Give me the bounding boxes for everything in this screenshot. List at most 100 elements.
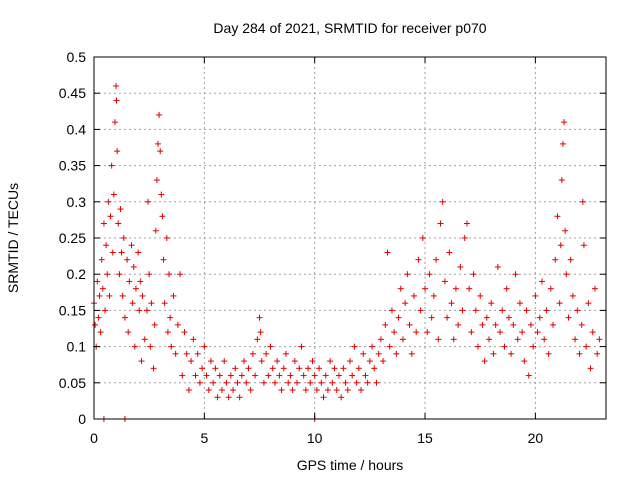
data-point <box>161 300 168 307</box>
data-point <box>514 336 521 343</box>
data-point <box>320 394 327 401</box>
data-point <box>547 285 554 292</box>
data-point <box>289 387 296 394</box>
data-point <box>166 271 173 278</box>
data-point <box>477 292 484 299</box>
data-point <box>552 256 559 263</box>
data-point <box>153 177 160 184</box>
data-point <box>234 379 241 386</box>
data-point <box>221 358 228 365</box>
data-point <box>145 198 152 205</box>
data-point <box>335 372 342 379</box>
data-point <box>159 213 166 220</box>
data-point <box>411 292 417 299</box>
data-point <box>300 372 307 379</box>
data-point <box>559 140 566 147</box>
data-point <box>463 220 470 227</box>
data-point <box>185 387 192 394</box>
data-point <box>329 379 336 386</box>
data-point <box>428 314 435 321</box>
data-point <box>402 300 409 307</box>
data-point <box>131 343 138 350</box>
data-point <box>380 358 387 365</box>
data-point <box>156 111 163 118</box>
data-point <box>96 292 103 299</box>
data-point <box>576 350 583 357</box>
data-point <box>360 350 367 357</box>
data-point <box>388 307 395 314</box>
data-point <box>545 350 552 357</box>
data-point <box>158 191 165 198</box>
data-point <box>95 314 102 321</box>
data-point <box>137 278 144 285</box>
data-point <box>472 307 479 314</box>
data-point <box>562 227 569 234</box>
data-point <box>147 343 154 350</box>
data-point <box>298 343 305 350</box>
y-tick-label: 0 <box>78 411 86 427</box>
data-point <box>338 394 345 401</box>
data-point <box>118 249 125 256</box>
data-point <box>382 321 389 328</box>
data-point <box>280 365 287 372</box>
data-point <box>92 321 99 328</box>
data-point <box>318 379 325 386</box>
data-point <box>138 358 145 365</box>
data-point <box>274 358 281 365</box>
data-point <box>113 97 120 104</box>
data-point <box>181 329 188 336</box>
data-point <box>503 285 510 292</box>
data-point <box>521 358 528 365</box>
data-point <box>483 314 490 321</box>
data-point <box>541 336 548 343</box>
y-tick-label: 0.35 <box>59 158 86 174</box>
data-points <box>91 82 603 422</box>
data-point <box>117 206 124 213</box>
data-point <box>448 300 455 307</box>
data-point <box>194 350 201 357</box>
data-point <box>247 387 254 394</box>
data-point <box>172 350 179 357</box>
data-point <box>210 379 217 386</box>
data-point <box>190 336 197 343</box>
data-point <box>207 358 214 365</box>
data-point <box>594 350 601 357</box>
data-point <box>245 365 252 372</box>
data-point <box>413 329 420 336</box>
data-point <box>342 379 349 386</box>
data-point <box>589 329 596 336</box>
data-point <box>444 314 451 321</box>
data-point <box>512 271 519 278</box>
x-tick-label: 10 <box>307 430 323 446</box>
data-point <box>475 343 481 350</box>
data-point <box>305 365 312 372</box>
data-point <box>557 242 564 249</box>
data-point <box>479 321 486 328</box>
data-point <box>527 321 534 328</box>
data-point <box>397 285 404 292</box>
data-point <box>355 365 362 372</box>
data-point <box>399 336 406 343</box>
data-point <box>254 336 261 343</box>
data-point <box>99 285 106 292</box>
data-point <box>516 300 523 307</box>
data-point <box>490 350 497 357</box>
data-point <box>550 321 557 328</box>
x-tick-label: 0 <box>90 430 98 446</box>
data-point <box>435 336 442 343</box>
y-tick-label: 0.45 <box>59 85 86 101</box>
data-point <box>179 372 186 379</box>
data-point <box>114 148 121 155</box>
data-point <box>519 329 526 336</box>
data-point <box>107 213 114 220</box>
axis-ticks: 0 0.05 0.1 0.15 0.2 0.25 0.3 0.35 0.4 0.45 0.5 0 5 10… <box>59 49 606 446</box>
data-point <box>510 321 517 328</box>
data-point <box>530 343 537 350</box>
data-point <box>358 387 365 394</box>
y-axis-label: SRMTID / TECUs <box>5 183 21 293</box>
data-point <box>393 350 400 357</box>
data-point <box>111 119 118 126</box>
data-point <box>558 177 565 184</box>
data-point <box>525 372 532 379</box>
data-point <box>296 365 303 372</box>
